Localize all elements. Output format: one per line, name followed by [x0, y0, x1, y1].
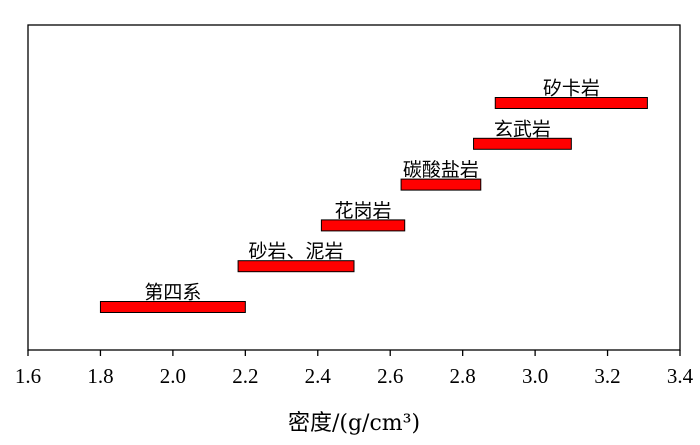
range-bar-label: 矽卡岩	[543, 78, 600, 100]
range-bar	[320, 219, 406, 232]
range-bar	[99, 301, 246, 313]
x-tick-label: 1.8	[87, 364, 113, 388]
x-axis-ticks: 1.6 1.8 2.0 2.2 2.4 2.6 2.8 3.0 3.2 3.4	[15, 350, 694, 388]
x-tick-label: 2.4	[305, 364, 332, 388]
range-bar-label: 第四系	[144, 282, 201, 304]
plot-frame	[27, 24, 681, 351]
range-bar-label: 花岗岩	[335, 200, 392, 222]
range-bar	[237, 260, 355, 273]
x-tick-label: 2.8	[450, 364, 476, 388]
x-tick-label: 1.6	[15, 364, 41, 388]
range-bar	[494, 97, 648, 109]
range-bar-label: 碳酸盐岩	[403, 159, 479, 181]
x-tick-label: 3.0	[522, 364, 548, 388]
x-tick-label: 3.4	[667, 364, 694, 388]
range-bar-label: 玄武岩	[494, 118, 551, 140]
x-tick-label: 2.0	[160, 364, 186, 388]
x-tick-label: 3.2	[594, 364, 620, 388]
range-bar	[473, 137, 572, 150]
range-bar-label: 砂岩、泥岩	[249, 241, 344, 263]
x-axis-title: 密度/(g/cm³)	[288, 411, 420, 436]
x-tick-label: 2.2	[232, 364, 258, 388]
x-tick-label: 2.6	[377, 364, 403, 388]
range-bar	[400, 178, 482, 191]
